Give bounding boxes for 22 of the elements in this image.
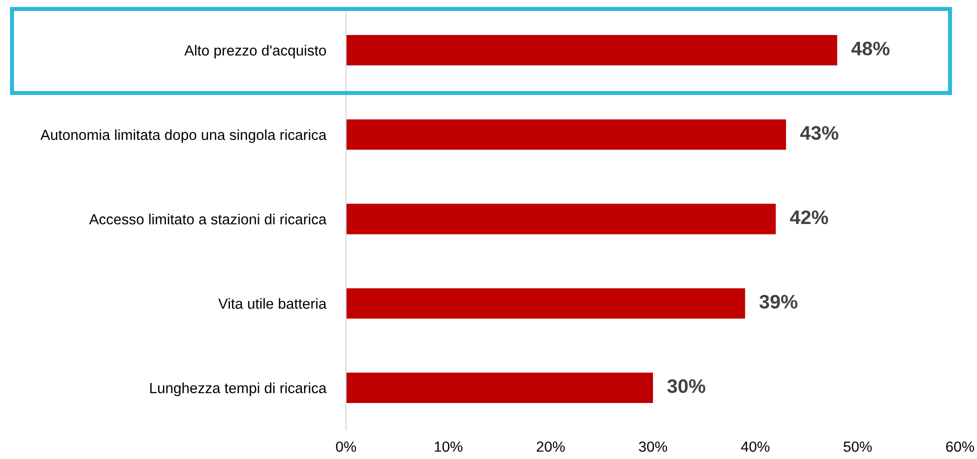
y-tick-label: Vita utile batteria <box>218 298 327 309</box>
bar <box>346 204 776 234</box>
y-tick-label: Alto prezzo d'acquisto <box>184 44 326 59</box>
x-tick-label: 0% <box>336 441 356 452</box>
x-tick-label: 40% <box>741 441 770 452</box>
y-tick-label: Lunghezza tempi di ricarica <box>150 382 327 396</box>
data-label: 30% <box>667 379 706 394</box>
x-tick-label: 10% <box>434 441 462 452</box>
data-label: 43% <box>800 126 838 140</box>
bar <box>346 372 653 403</box>
bar <box>346 35 838 66</box>
x-tick-label: 50% <box>844 441 872 452</box>
x-tick-label: 60% <box>946 441 974 452</box>
x-tick-label: 20% <box>536 441 565 452</box>
x-tick-label: 30% <box>638 441 668 452</box>
y-tick-label: Accesso limitato a stazioni di ricarica <box>89 214 327 224</box>
data-label: 42% <box>790 210 828 224</box>
bar <box>346 288 746 319</box>
data-label: 48% <box>851 42 890 56</box>
bar <box>346 119 786 150</box>
y-tick-label: Autonomia limitata dopo una singola ricarica <box>40 129 327 143</box>
data-label: 39% <box>759 294 798 309</box>
